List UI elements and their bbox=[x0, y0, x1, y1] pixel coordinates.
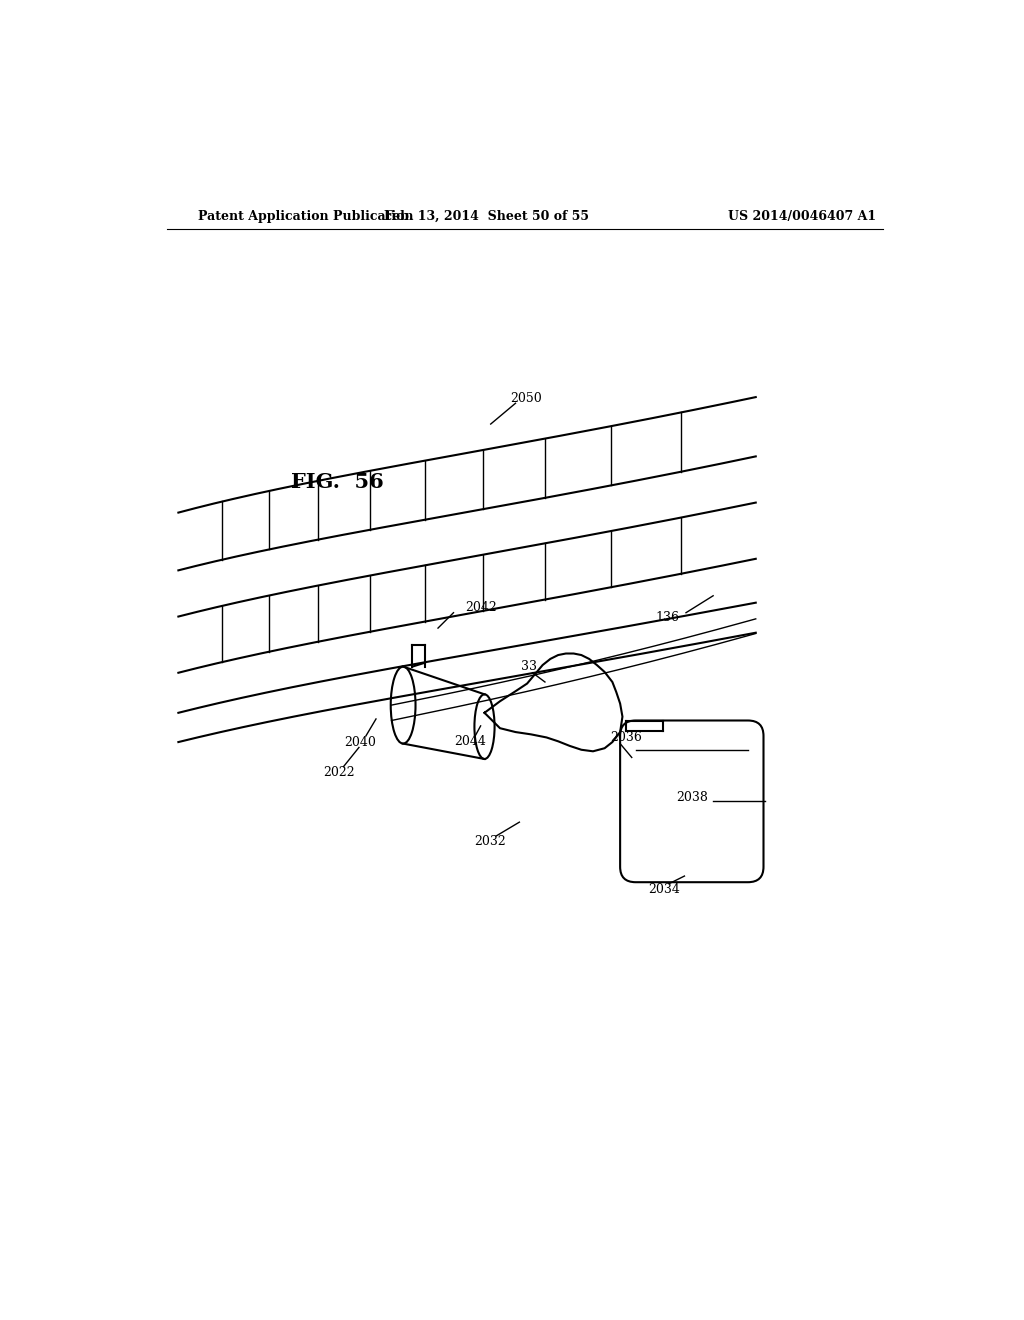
Text: 2032: 2032 bbox=[474, 834, 506, 847]
Text: 136: 136 bbox=[655, 611, 680, 624]
Text: 2036: 2036 bbox=[610, 731, 642, 744]
Text: 2038: 2038 bbox=[676, 791, 708, 804]
Text: US 2014/0046407 A1: US 2014/0046407 A1 bbox=[728, 210, 877, 223]
Text: FIG.  56: FIG. 56 bbox=[291, 471, 384, 492]
Text: 2042: 2042 bbox=[465, 601, 497, 614]
Text: 2050: 2050 bbox=[510, 392, 542, 405]
Text: 2034: 2034 bbox=[648, 883, 680, 896]
Text: 2044: 2044 bbox=[455, 735, 486, 748]
Text: Patent Application Publication: Patent Application Publication bbox=[198, 210, 414, 223]
Text: 33: 33 bbox=[520, 660, 537, 673]
Text: Feb. 13, 2014  Sheet 50 of 55: Feb. 13, 2014 Sheet 50 of 55 bbox=[384, 210, 589, 223]
Text: 2022: 2022 bbox=[323, 767, 354, 779]
Text: 2040: 2040 bbox=[344, 735, 377, 748]
